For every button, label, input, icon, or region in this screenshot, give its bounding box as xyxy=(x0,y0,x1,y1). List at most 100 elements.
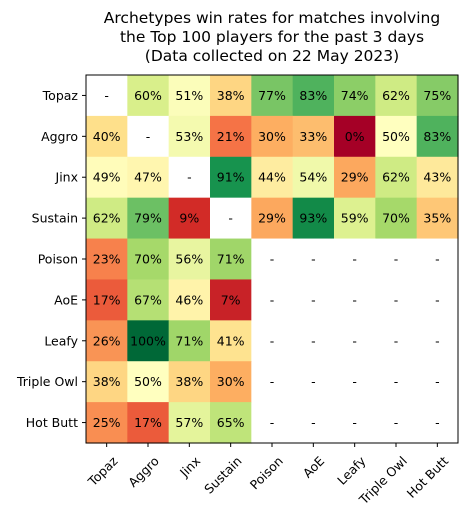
heatmap-cell xyxy=(127,115,170,158)
heatmap-cell xyxy=(292,156,335,199)
heatmap-cell xyxy=(86,361,128,403)
heatmap-cell xyxy=(375,156,418,199)
heatmap-cell xyxy=(292,115,335,158)
x-tick-label: Poison xyxy=(247,453,286,492)
y-tick-label: AoE xyxy=(54,292,78,307)
heatmap-cell xyxy=(334,320,376,362)
cell-value-label: 83% xyxy=(299,88,327,103)
cell-value-label: 56% xyxy=(175,252,203,267)
cell-value-label: 35% xyxy=(423,211,451,226)
cell-value-label: 38% xyxy=(175,374,203,389)
heatmap-cell xyxy=(375,361,418,403)
cell-value-label: 65% xyxy=(217,415,245,430)
y-axis-ticks: Topaz Aggro Jinx Sustain Poison AoE Leafy Tripl… xyxy=(16,88,86,430)
y-tick-label: Sustain xyxy=(32,211,78,226)
heatmap-cell xyxy=(251,75,294,117)
x-tick-label: Jinx xyxy=(176,453,203,480)
heatmap-cell xyxy=(86,279,128,321)
cell-value-label: 71% xyxy=(217,252,245,267)
heatmap-cell xyxy=(127,197,170,240)
heatmap-cell xyxy=(86,115,128,158)
heatmap-cell xyxy=(127,238,170,281)
cell-value-label: - xyxy=(311,252,316,267)
cell-value-label: 40% xyxy=(93,129,121,144)
cell-value-label: 79% xyxy=(134,211,162,226)
cell-value-label: - xyxy=(394,292,399,307)
heatmap-cell xyxy=(251,279,294,321)
heatmap-cell xyxy=(210,115,252,158)
cell-value-label: - xyxy=(394,374,399,389)
heatmap-cells xyxy=(86,75,459,444)
cell-value-label: - xyxy=(352,333,357,348)
heatmap-cell xyxy=(416,115,459,158)
cell-value-label: - xyxy=(352,415,357,430)
heatmap-cell xyxy=(416,75,459,117)
cell-value-label: - xyxy=(270,333,275,348)
heatmap-cell xyxy=(210,75,252,117)
heatmap-cell xyxy=(292,361,335,403)
cell-value-label: 57% xyxy=(175,415,203,430)
heatmap-cell xyxy=(334,197,376,240)
cell-value-label: 7% xyxy=(221,292,241,307)
heatmap-cell xyxy=(416,197,459,240)
cell-value-label: 9% xyxy=(179,211,199,226)
chart-title-line: (Data collected on 22 May 2023) xyxy=(145,47,399,65)
heatmap-cell xyxy=(334,361,376,403)
cell-value-label: 59% xyxy=(341,211,369,226)
cell-value-label: 23% xyxy=(93,252,121,267)
heatmap-cell xyxy=(210,320,252,362)
cell-value-label: 62% xyxy=(382,88,410,103)
heatmap-cell xyxy=(334,156,376,199)
chart-title: Archetypes win rates for matches involvi… xyxy=(104,9,440,65)
heatmap-cell xyxy=(375,320,418,362)
chart-title-line: Archetypes win rates for matches involvi… xyxy=(104,9,440,27)
cell-value-label: 38% xyxy=(217,88,245,103)
heatmap-cell xyxy=(375,402,418,444)
heatmap-cell xyxy=(292,402,335,444)
y-tick-label: Aggro xyxy=(41,129,78,144)
cell-value-label: 30% xyxy=(258,129,286,144)
heatmap-cell xyxy=(251,156,294,199)
heatmap-cell xyxy=(416,320,459,362)
heatmap-cell xyxy=(251,115,294,158)
cell-value-label: 60% xyxy=(134,88,162,103)
cell-value-label: 29% xyxy=(341,170,369,185)
heatmap-cell xyxy=(86,156,128,199)
cell-value-label: 71% xyxy=(175,333,203,348)
heatmap-cell-labels: - 60% 51% 38% 77% 83% 74% 62% 75% 40% - 53% 21% 30% 33… xyxy=(93,88,452,430)
cell-value-label: - xyxy=(270,252,275,267)
heatmap-cell xyxy=(416,279,459,321)
cell-value-label: 29% xyxy=(258,211,286,226)
cell-value-label: 70% xyxy=(134,252,162,267)
heatmap-cell xyxy=(210,197,252,240)
heatmap-cell xyxy=(292,197,335,240)
cell-value-label: - xyxy=(394,415,399,430)
cell-value-label: - xyxy=(104,88,109,103)
heatmap-cell xyxy=(210,402,252,444)
heatmap-cell xyxy=(168,115,211,158)
y-tick-label: Triple Owl xyxy=(16,374,78,389)
cell-value-label: - xyxy=(352,252,357,267)
cell-value-label: - xyxy=(435,415,440,430)
cell-value-label: - xyxy=(270,292,275,307)
heatmap-cell xyxy=(251,320,294,362)
heatmap-cell xyxy=(416,361,459,403)
cell-value-label: 26% xyxy=(93,333,121,348)
cell-value-label: 75% xyxy=(423,88,451,103)
heatmap-cell xyxy=(168,361,211,403)
heatmap-cell xyxy=(168,197,211,240)
cell-value-label: - xyxy=(311,415,316,430)
cell-value-label: 21% xyxy=(217,129,245,144)
heatmap-cell xyxy=(416,402,459,444)
cell-value-label: 30% xyxy=(217,374,245,389)
x-tick-label: Topaz xyxy=(84,453,121,490)
heatmap-cell xyxy=(210,238,252,281)
cell-value-label: 33% xyxy=(299,129,327,144)
cell-value-label: - xyxy=(435,333,440,348)
cell-value-label: 100% xyxy=(130,333,166,348)
cell-value-label: 43% xyxy=(423,170,451,185)
cell-value-label: 49% xyxy=(93,170,121,185)
cell-value-label: 0% xyxy=(345,129,365,144)
